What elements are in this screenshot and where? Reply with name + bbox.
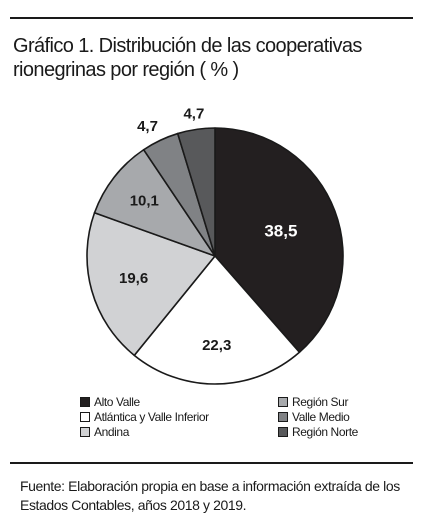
bottom-rule	[10, 462, 413, 464]
legend-swatch	[278, 396, 288, 407]
legend-right: Región Sur Valle Medio Región Norte	[278, 394, 358, 439]
legend-label: Alto Valle	[94, 394, 140, 409]
chart-title: Gráfico 1. Distribución de las cooperati…	[13, 34, 413, 82]
source-line-2: Estados Contables, años 2018 y 2019.	[20, 497, 247, 513]
chart-title-line-1: Gráfico 1. Distribución de las cooperati…	[13, 35, 362, 57]
pie-slice-alto-valle	[214, 127, 344, 354]
legend-swatch	[80, 426, 90, 437]
legend-label: Valle Medio	[292, 409, 350, 424]
pie-value-label: 10,1	[130, 192, 159, 209]
pie-value-label: 22,3	[202, 337, 231, 354]
top-rule	[10, 17, 413, 19]
legend-swatch	[278, 426, 288, 437]
legend-left: Alto Valle Atlántica y Valle Inferior An…	[80, 394, 209, 439]
legend-label: Región Norte	[292, 424, 358, 439]
pie-value-label: 4,7	[137, 118, 158, 135]
legend-label: Región Sur	[292, 394, 349, 409]
legend-item-atlantica: Atlántica y Valle Inferior	[80, 409, 209, 424]
pie-value-label: 19,6	[119, 270, 148, 287]
legend-swatch	[278, 411, 288, 422]
legend-label: Atlántica y Valle Inferior	[94, 409, 209, 424]
legend-swatch	[80, 396, 90, 407]
legend-item-andina: Andina	[80, 424, 209, 439]
chart-title-line-2: rionegrinas por región ( % )	[13, 59, 239, 81]
pie-value-label: 4,7	[183, 106, 204, 123]
pie-slices	[86, 127, 344, 385]
pie-value-label: 38,5	[264, 222, 297, 241]
source-note: Fuente: Elaboración propia en base a inf…	[20, 477, 415, 515]
source-line-1: Fuente: Elaboración propia en base a inf…	[20, 478, 400, 494]
pie-slice-atl-ntica-y-valle-inferior	[133, 255, 301, 385]
legend-item-valle-medio: Valle Medio	[278, 409, 358, 424]
legend-item-region-norte: Región Norte	[278, 424, 358, 439]
pie-slice-regi-n-sur	[93, 148, 216, 257]
legend-swatch	[80, 411, 90, 422]
pie-slice-regi-n-norte	[176, 127, 216, 257]
pie-slice-andina	[86, 211, 216, 357]
pie-labels: 38,5 22,3 19,6 10,1 4,7 4,7	[119, 106, 297, 354]
legend-label: Andina	[94, 424, 129, 439]
legend-item-region-sur: Región Sur	[278, 394, 358, 409]
legend-item-alto-valle: Alto Valle	[80, 394, 209, 409]
